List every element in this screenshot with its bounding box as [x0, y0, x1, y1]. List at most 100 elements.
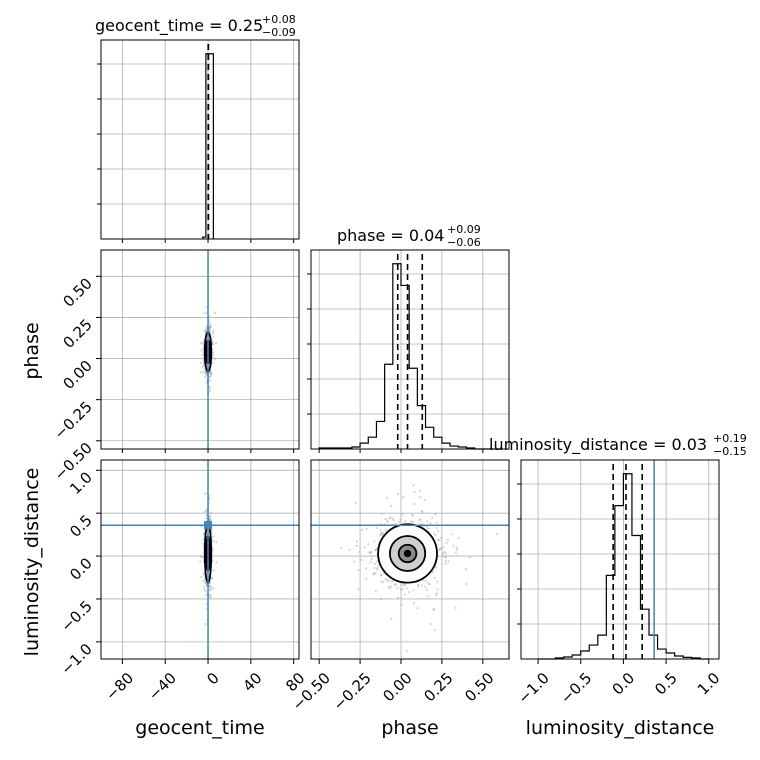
sample-point	[425, 588, 429, 591]
sample-point	[204, 622, 207, 626]
sample-point	[208, 375, 212, 378]
sample-point	[367, 543, 370, 546]
sample-point	[401, 588, 404, 591]
sample-point	[374, 548, 377, 552]
sample-point	[357, 568, 360, 571]
sample-point	[438, 538, 441, 542]
sample-point	[396, 492, 400, 496]
sample-point	[213, 358, 217, 361]
sample-point	[209, 586, 212, 589]
sample-point	[209, 511, 212, 514]
panel-hist-geocent-time	[97, 39, 300, 243]
sample-point	[400, 603, 403, 606]
truth-marker	[204, 521, 213, 530]
sample-point	[358, 550, 361, 553]
sample-point	[205, 513, 208, 517]
sample-point	[209, 371, 213, 374]
sample-point	[440, 536, 443, 540]
ylabel-phase: phase	[21, 322, 43, 379]
sample-point	[420, 509, 424, 513]
sample-point	[212, 587, 215, 590]
sample-point	[209, 589, 212, 592]
title-luminosity-distance-minus: −0.15	[713, 445, 747, 458]
sample-point	[209, 518, 212, 522]
sample-point	[368, 551, 371, 554]
sample-point	[211, 331, 215, 335]
sample-point	[438, 548, 441, 551]
y-tick-label: 0.25	[59, 316, 95, 352]
y-tick-label: −1.0	[57, 640, 95, 678]
sample-point	[205, 603, 208, 606]
sample-point	[205, 373, 208, 376]
panel-border	[100, 39, 300, 240]
sample-point	[199, 554, 202, 557]
sample-point	[368, 551, 371, 555]
sample-point	[356, 540, 359, 543]
sample-point	[204, 371, 207, 374]
sample-point	[410, 520, 413, 523]
sample-point	[434, 566, 438, 569]
sample-point	[208, 386, 212, 389]
sample-point	[394, 522, 397, 525]
sample-point	[365, 527, 368, 530]
sample-point	[375, 526, 378, 530]
sample-point	[200, 556, 203, 559]
sample-point	[390, 580, 393, 583]
sample-point	[432, 608, 435, 611]
sample-point	[209, 596, 212, 599]
sample-point	[212, 335, 215, 338]
sample-point	[379, 529, 382, 532]
sample-point	[202, 371, 205, 374]
sample-point	[208, 518, 211, 521]
panel-border	[520, 459, 720, 660]
sample-point	[412, 589, 415, 592]
sample-point	[208, 389, 212, 392]
panel-phase-vs-geocent-time: −0.50−0.250.000.250.50	[51, 249, 300, 484]
xlabel-phase: phase	[381, 717, 438, 739]
sample-point	[412, 602, 416, 605]
panel-border	[100, 459, 300, 660]
sample-point	[202, 538, 205, 541]
sample-point	[434, 513, 437, 516]
sample-point	[203, 510, 206, 513]
sample-point	[353, 560, 356, 563]
ylabel-luminosity-distance: luminosity_distance	[21, 468, 43, 657]
sample-point	[204, 328, 208, 332]
sample-point	[209, 326, 212, 329]
sample-point	[208, 325, 212, 328]
sample-point	[211, 559, 214, 562]
panel-hist-luminosity-distance-frame	[520, 459, 720, 660]
sample-point	[379, 532, 382, 536]
sample-point	[454, 606, 457, 609]
x-tick-label: −0.25	[330, 669, 375, 714]
sample-point	[389, 587, 392, 590]
sample-point	[210, 577, 214, 580]
title-phase: phase = 0.04	[337, 226, 444, 245]
sample-point	[468, 556, 471, 559]
sample-point	[389, 516, 392, 519]
sample-point	[370, 555, 373, 558]
sample-point	[205, 326, 208, 329]
sample-point	[211, 343, 214, 346]
sample-point	[373, 562, 377, 566]
sample-point	[433, 576, 436, 579]
x-tick-label: 1.0	[694, 669, 724, 699]
sample-point	[380, 532, 384, 536]
sample-point	[432, 571, 435, 574]
sample-point	[374, 571, 377, 574]
title-luminosity-distance: luminosity_distance = 0.03	[489, 435, 707, 455]
sample-point	[405, 649, 408, 653]
sample-point	[384, 517, 387, 521]
sample-point	[447, 560, 450, 563]
sample-point	[208, 595, 212, 598]
sample-point	[374, 549, 377, 552]
sample-point	[204, 589, 207, 592]
sample-point	[454, 551, 457, 554]
x-tick-label: −40	[145, 669, 180, 704]
sample-point	[412, 484, 415, 487]
sample-point	[428, 583, 431, 586]
title-luminosity-distance-plus: +0.19	[713, 432, 747, 445]
sample-point	[427, 582, 430, 585]
x-tick-label: 0.5	[651, 669, 681, 699]
sample-point	[205, 510, 208, 513]
